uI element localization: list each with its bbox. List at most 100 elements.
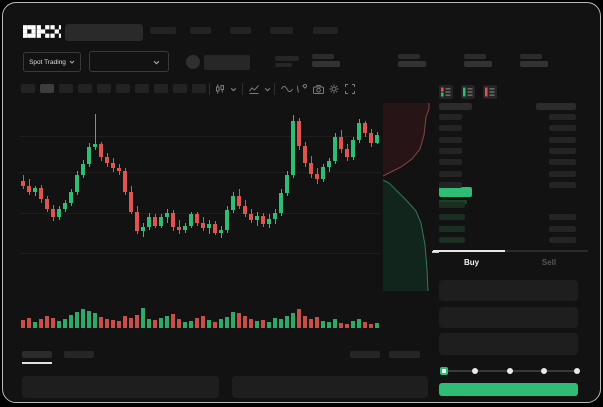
volume-bar	[135, 315, 139, 328]
ask-amount-1	[549, 114, 576, 120]
candle-body	[351, 140, 355, 157]
timeframe-pill-3[interactable]	[59, 84, 73, 93]
timeframe-pill-1[interactable]	[21, 84, 35, 93]
bid-amount-3	[549, 225, 576, 232]
timeframe-pill-8[interactable]	[154, 84, 168, 93]
buy-tab-indicator	[433, 249, 505, 252]
candle-body	[99, 144, 103, 157]
draw-tool-icon[interactable]	[297, 84, 309, 94]
ask-price-5[interactable]	[439, 159, 462, 166]
okx-logo-icon[interactable]	[23, 25, 61, 38]
timeframe-pill-4[interactable]	[78, 84, 92, 93]
orderbook-last-price[interactable]	[439, 187, 472, 197]
timeframe-pill-5[interactable]	[97, 84, 111, 93]
volume-bar	[225, 317, 229, 328]
settings-icon[interactable]	[329, 84, 341, 94]
gridline-4	[19, 253, 381, 254]
order-price-input[interactable]	[439, 280, 578, 301]
volume-bar	[207, 320, 211, 328]
bid-price-2[interactable]	[439, 214, 465, 220]
candle-body	[213, 224, 217, 233]
chevron-down-icon[interactable]	[230, 84, 242, 94]
volume-bar	[141, 308, 145, 328]
pair-selector[interactable]	[89, 51, 169, 72]
indicators-icon[interactable]	[249, 84, 261, 94]
volume-bar	[129, 318, 133, 328]
volume-bar	[321, 321, 325, 328]
slider-step-4[interactable]	[541, 368, 547, 374]
book-asks-icon[interactable]	[483, 85, 497, 99]
depth-asks-area	[383, 103, 429, 176]
candle-body	[105, 157, 109, 163]
depth-bids-area	[383, 180, 428, 291]
gridline-2	[19, 172, 381, 173]
snapshot-icon[interactable]	[313, 84, 325, 94]
slider-step-2[interactable]	[472, 368, 478, 374]
nav-item-1[interactable]	[150, 27, 176, 34]
candle-body	[45, 199, 49, 209]
bottom-tab-active[interactable]	[22, 351, 52, 358]
timeframe-pill-2[interactable]	[40, 84, 54, 93]
ask-amount-5	[549, 159, 576, 166]
nav-item-3[interactable]	[230, 27, 251, 34]
candle-style-icon[interactable]	[215, 84, 227, 94]
nav-item-5[interactable]	[313, 27, 338, 34]
stat-label-3	[464, 54, 486, 59]
ask-price-2[interactable]	[439, 125, 462, 132]
volume-bar	[177, 319, 181, 328]
book-bids-icon[interactable]	[461, 85, 475, 99]
volume-bar	[201, 316, 205, 328]
tab-sell[interactable]: Sell	[541, 258, 557, 267]
bottom-action-2[interactable]	[389, 351, 420, 358]
candle-body	[147, 217, 151, 227]
candle-body	[153, 217, 157, 226]
volume-bar	[237, 313, 241, 328]
bid-price-1[interactable]	[439, 202, 465, 208]
timeframe-pill-7[interactable]	[135, 84, 149, 93]
bid-price-3[interactable]	[439, 225, 465, 232]
ask-price-1[interactable]	[439, 114, 462, 120]
slider-step-3[interactable]	[507, 368, 513, 374]
candle-body	[231, 196, 235, 211]
ask-price-7[interactable]	[439, 181, 462, 188]
tab-buy[interactable]: Buy	[463, 258, 480, 267]
line-tool-icon[interactable]	[281, 84, 293, 94]
nav-item-2[interactable]	[190, 27, 211, 34]
slider-handle[interactable]	[440, 367, 448, 375]
order-amount-input[interactable]	[439, 307, 578, 328]
timeframe-pill-9[interactable]	[173, 84, 187, 93]
global-search-input[interactable]	[65, 24, 143, 41]
nav-item-4[interactable]	[270, 27, 293, 34]
market-type-selector[interactable]: Spot Trading	[23, 52, 81, 72]
timeframe-pill-10[interactable]	[192, 84, 206, 93]
candle-body	[183, 225, 187, 230]
candle-body	[369, 133, 373, 143]
candle-body	[333, 137, 337, 162]
ask-price-4[interactable]	[439, 147, 462, 154]
ask-price-6[interactable]	[439, 170, 462, 177]
candle-body	[81, 164, 85, 176]
bid-price-4[interactable]	[439, 237, 465, 243]
chevron-down-icon[interactable]	[264, 84, 276, 94]
order-total-input[interactable]	[439, 333, 578, 355]
buy-submit-button[interactable]	[439, 383, 578, 396]
volume-bar	[87, 311, 91, 328]
volume-bar	[213, 322, 217, 328]
ask-price-3[interactable]	[439, 136, 462, 143]
fullscreen-icon[interactable]	[345, 84, 357, 94]
book-combined-icon[interactable]	[439, 85, 453, 99]
trade-tabs-divider	[433, 250, 588, 252]
chevron-down-icon	[153, 60, 160, 65]
app-window: Spot Trading Buy Sell	[2, 2, 601, 403]
bottom-action-1[interactable]	[350, 351, 380, 358]
volume-bar	[183, 322, 187, 328]
bottom-tab-2[interactable]	[64, 351, 94, 358]
volume-bar	[93, 313, 97, 328]
volume-bar	[57, 321, 61, 328]
slider-step-5[interactable]	[574, 368, 580, 374]
timeframe-pill-6[interactable]	[116, 84, 130, 93]
gridline-1	[19, 136, 381, 137]
volume-bar	[33, 322, 37, 328]
last-price-tick	[432, 251, 439, 253]
candle-body	[111, 162, 115, 169]
